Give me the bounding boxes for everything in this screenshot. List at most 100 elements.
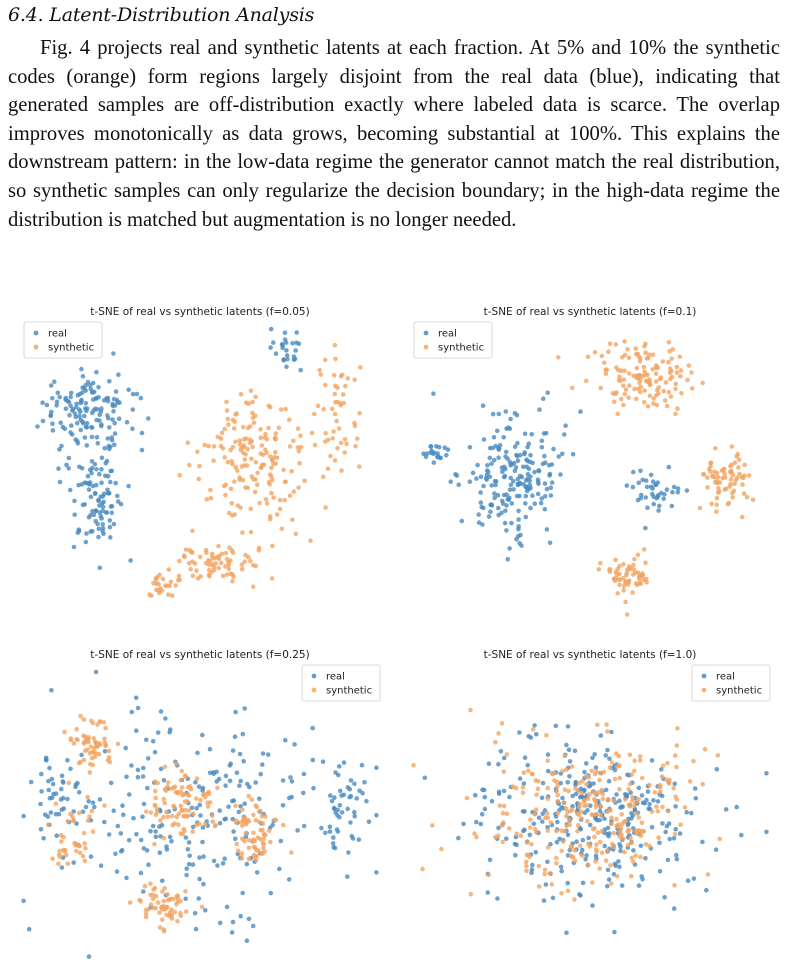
point-real (102, 749, 108, 754)
point-synthetic (224, 556, 230, 562)
point-synthetic (687, 779, 693, 784)
point-real (107, 518, 113, 523)
point-real (505, 557, 511, 562)
point-real (59, 443, 64, 449)
point-real (592, 752, 597, 757)
point-real (83, 406, 88, 411)
point-synthetic (89, 718, 94, 724)
point-real (630, 484, 636, 490)
point-real (578, 409, 583, 414)
point-synthetic (95, 722, 100, 727)
point-synthetic (672, 883, 677, 888)
point-real (639, 874, 644, 879)
point-real (645, 789, 651, 794)
point-real (200, 825, 206, 830)
point-synthetic (76, 810, 82, 816)
point-synthetic (621, 402, 626, 408)
point-synthetic (80, 853, 86, 859)
point-real (108, 535, 113, 540)
point-synthetic (228, 486, 234, 492)
point-real (337, 815, 342, 820)
point-real (192, 910, 198, 916)
point-real (525, 762, 530, 768)
point-real (656, 508, 661, 513)
point-synthetic (654, 402, 660, 408)
point-real (89, 410, 95, 416)
point-real (99, 455, 105, 461)
point-real (492, 491, 497, 496)
point-real (606, 877, 612, 882)
point-real (89, 470, 94, 476)
point-real (545, 825, 550, 830)
point-synthetic (196, 476, 202, 482)
point-synthetic (183, 889, 188, 894)
point-real (124, 419, 130, 425)
point-synthetic (160, 889, 165, 894)
point-synthetic (501, 803, 507, 809)
point-synthetic (599, 787, 604, 793)
point-synthetic (500, 810, 506, 816)
point-synthetic (524, 863, 529, 869)
point-real (684, 488, 690, 493)
point-real (530, 460, 535, 466)
point-real (545, 768, 551, 774)
point-real (590, 755, 595, 761)
point-synthetic (213, 823, 218, 828)
point-synthetic (219, 430, 225, 436)
point-real (505, 456, 510, 461)
point-real (237, 783, 242, 788)
point-synthetic (635, 552, 641, 558)
point-synthetic (81, 830, 87, 836)
point-synthetic (577, 843, 583, 848)
point-synthetic (186, 808, 192, 813)
series-synthetic (411, 707, 722, 902)
point-real (108, 780, 114, 786)
point-real (499, 510, 504, 516)
point-synthetic (561, 800, 567, 805)
point-synthetic (731, 488, 737, 494)
point-real (140, 814, 145, 819)
point-real (669, 503, 675, 509)
point-synthetic (281, 467, 286, 473)
point-synthetic (56, 861, 61, 867)
point-real (585, 808, 590, 813)
point-synthetic (660, 804, 665, 810)
series-real (35, 326, 304, 571)
point-real (109, 510, 114, 516)
point-synthetic (261, 462, 267, 467)
point-synthetic (534, 792, 539, 798)
point-real (539, 496, 544, 501)
point-synthetic (735, 475, 740, 480)
point-synthetic (138, 899, 143, 904)
point-real (50, 428, 56, 433)
point-synthetic (261, 845, 266, 851)
point-real (75, 441, 81, 446)
point-real (26, 926, 32, 932)
point-synthetic (226, 562, 232, 568)
point-real (245, 781, 250, 787)
point-synthetic (535, 786, 541, 792)
point-synthetic (629, 873, 634, 879)
point-real (144, 737, 149, 743)
point-real (616, 859, 621, 864)
point-synthetic (661, 389, 667, 394)
point-synthetic (601, 769, 607, 775)
point-real (105, 473, 111, 479)
point-synthetic (90, 829, 96, 834)
chart-title: t-SNE of real vs synthetic latents (f=0.… (484, 306, 697, 318)
point-synthetic (95, 744, 101, 749)
point-real (118, 501, 124, 507)
point-synthetic (289, 850, 294, 855)
point-real (153, 834, 159, 840)
point-synthetic (554, 788, 559, 793)
point-synthetic (102, 803, 107, 808)
point-synthetic (253, 394, 258, 400)
point-real (584, 761, 589, 766)
point-synthetic (270, 477, 275, 483)
point-synthetic (529, 842, 534, 847)
point-real (87, 382, 93, 388)
point-synthetic (634, 365, 640, 371)
point-synthetic (255, 470, 260, 476)
point-real (478, 821, 484, 827)
point-real (66, 400, 72, 405)
